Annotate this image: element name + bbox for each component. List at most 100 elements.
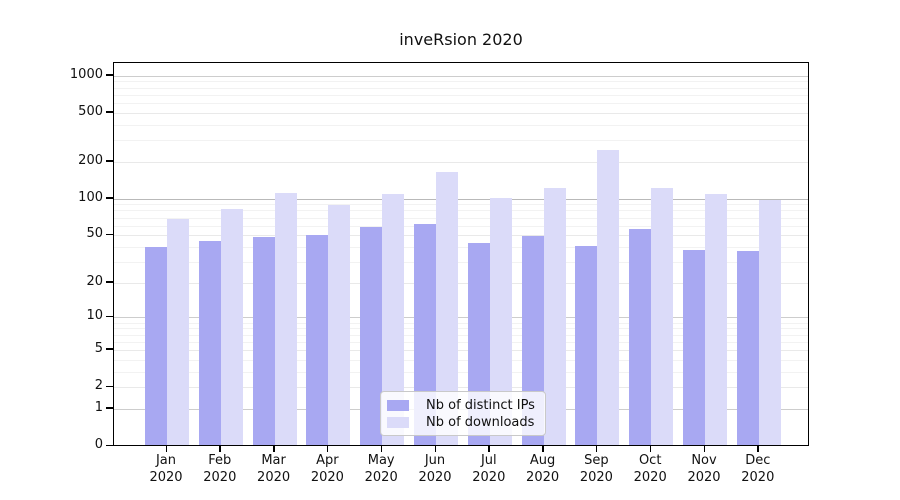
bar-downloads [758,199,781,446]
gridline [114,341,808,343]
gridline [114,261,808,263]
chart-title: inveRsion 2020 [399,30,523,49]
bar-downloads [328,204,351,446]
x-tick-label: Jul 2020 [472,453,506,485]
y-tick-mark [106,233,113,236]
gridline [114,371,808,373]
gridline [114,282,808,284]
gridline [114,124,808,126]
x-tick-label: Feb 2020 [203,453,237,485]
gridline [114,359,808,361]
gridline [114,322,808,324]
legend-entry-downloads: Nb of downloads [387,415,537,430]
y-tick-label: 0 [94,437,103,452]
y-tick-label: 1000 [69,66,103,82]
gridline [114,140,808,142]
y-tick-mark [106,315,113,318]
y-tick-mark [106,407,113,409]
x-tick-mark [380,446,383,452]
gridline [114,75,808,77]
gridline [114,103,808,105]
bar-downloads [436,172,458,446]
y-tick-mark [106,444,113,446]
bar-distinct-ips [145,246,167,446]
gridline [114,217,808,219]
gridline [114,81,808,83]
gridline [114,87,808,89]
y-tick-mark [106,385,113,388]
bar-distinct-ips [629,229,652,446]
legend-entry-distinct-ips: Nb of distinct IPs [387,398,537,413]
y-tick-mark [106,111,113,113]
gridline [114,235,808,237]
legend-label-downloads: Nb of downloads [426,415,535,430]
x-tick-mark [488,446,490,452]
x-tick-mark [165,446,167,452]
x-tick-mark [649,446,652,452]
y-tick-label: 20 [86,273,103,289]
x-tick-mark [273,446,275,452]
y-tick-label: 5 [94,340,103,356]
y-tick-mark [106,74,113,76]
gridline [114,204,808,206]
x-tick-mark [757,446,759,452]
gridline [114,225,808,227]
x-tick-label: Mar 2020 [257,453,291,485]
y-tick-label: 10 [86,308,103,324]
x-tick-label: Jun 2020 [418,453,452,485]
bar-distinct-ips [306,235,329,446]
x-tick-mark [219,446,221,452]
bar-downloads [489,198,512,446]
gridline [114,328,808,330]
gridline [114,210,808,212]
x-tick-label: Oct 2020 [633,453,667,485]
bar-distinct-ips [736,251,759,446]
bar-distinct-ips [360,227,383,446]
gridline [114,198,808,200]
bar-distinct-ips [414,223,436,446]
gridline [114,112,808,114]
legend-label-distinct-ips: Nb of distinct IPs [426,398,535,413]
y-tick-mark [106,281,113,283]
x-tick-label: Dec 2020 [741,453,775,485]
legend-swatch-distinct-ips [387,400,409,411]
x-tick-mark [703,446,705,452]
gridline [114,349,808,351]
y-tick-label: 1 [94,399,103,415]
x-tick-label: May 2020 [364,453,398,485]
x-tick-label: Sep 2020 [579,453,613,485]
bar-downloads [597,149,620,446]
bar-downloads [382,193,405,446]
bar-distinct-ips [683,249,705,446]
y-tick-label: 200 [78,152,103,168]
bar-downloads [705,193,727,446]
x-tick-mark [326,446,329,452]
gridline [114,161,808,163]
gridline [114,94,808,96]
x-tick-mark [542,446,544,452]
bar-downloads [167,219,189,446]
gridline [114,317,808,319]
y-tick-mark [106,160,113,162]
x-tick-mark [595,446,598,452]
y-tick-mark [106,197,113,199]
x-tick-label: Nov 2020 [687,453,721,485]
bar-distinct-ips [198,240,221,446]
legend-swatch-downloads [387,417,409,428]
x-tick-mark [434,446,436,452]
bar-downloads [274,193,297,446]
y-tick-mark [106,348,113,350]
gridline [114,334,808,336]
x-tick-label: Jan 2020 [149,453,183,485]
y-tick-label: 50 [86,226,103,242]
bar-distinct-ips [252,237,275,446]
y-tick-label: 500 [78,103,103,119]
x-tick-label: Apr 2020 [310,453,344,485]
x-tick-label: Aug 2020 [526,453,560,485]
gridline [114,246,808,248]
plot-area: Nb of distinct IPs Nb of downloads [113,62,809,446]
bar-distinct-ips [575,245,598,446]
bar-downloads [651,188,674,446]
y-tick-label: 2 [94,378,103,394]
